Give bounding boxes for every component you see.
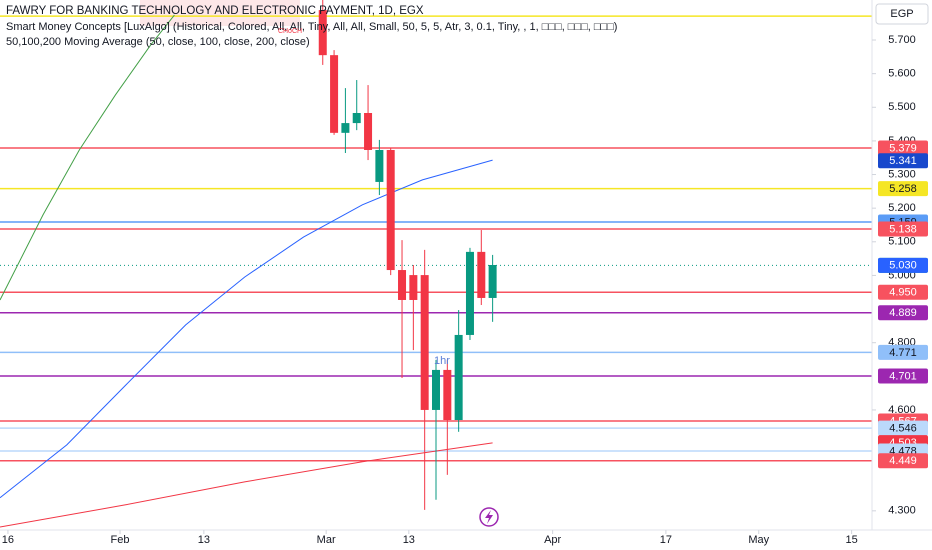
- candle-body: [432, 369, 440, 410]
- price-badge: [878, 305, 928, 321]
- price-badge: [878, 284, 928, 300]
- x-tick-label: 15: [845, 534, 857, 546]
- x-tick-label: 16: [2, 534, 14, 546]
- price-levels: [0, 15, 872, 462]
- price-badge: [878, 420, 928, 436]
- legend-line: Smart Money Concepts [LuxAlgo] (Historic…: [6, 21, 617, 33]
- candle-body: [341, 123, 350, 133]
- price-badge-label: 5.138: [889, 223, 917, 235]
- price-badge-label: 4.546: [889, 423, 917, 435]
- candle-body: [454, 334, 463, 421]
- price-badges: 5.3795.3415.2585.1595.1385.0305.0304.950…: [878, 140, 928, 469]
- y-tick-label: 5.700: [888, 34, 916, 46]
- candle-body: [420, 275, 429, 410]
- event-icon-bolt: [485, 510, 493, 524]
- y-tick-label: 5.600: [888, 68, 916, 80]
- price-badge-label: 5.379: [889, 142, 917, 154]
- y-tick-label: 5.100: [888, 236, 916, 248]
- price-badge: [878, 153, 928, 169]
- price-badge-label: 4.701: [889, 370, 917, 382]
- candle-body: [465, 251, 474, 335]
- moving-average-line: [0, 14, 175, 301]
- price-badge: [878, 181, 928, 197]
- price-badge: [878, 453, 928, 469]
- candle-body: [330, 55, 339, 133]
- currency-label[interactable]: EGP: [890, 8, 913, 20]
- y-tick-label: 5.200: [888, 202, 916, 214]
- legend-line: 50,100,200 Moving Average (50, close, 10…: [6, 36, 310, 48]
- price-badge-label: 4.889: [889, 307, 917, 319]
- x-tick-label: Apr: [544, 534, 561, 546]
- moving-average-line: [0, 442, 493, 528]
- price-badge: [878, 344, 928, 360]
- currency-badge[interactable]: [875, 3, 929, 25]
- price-badge: [878, 257, 928, 273]
- candle-body: [352, 112, 361, 124]
- candle-body: [398, 270, 407, 300]
- price-badge-label: 4.771: [889, 347, 917, 359]
- price-badge: [878, 368, 928, 384]
- price-badge-label: 4.449: [889, 455, 917, 467]
- price-badge-label: 5.030: [889, 260, 917, 272]
- y-tick-label: 4.300: [888, 505, 916, 517]
- x-tick-label: 13: [198, 534, 210, 546]
- x-tick-label: 13: [403, 534, 415, 546]
- candle-body: [386, 149, 395, 271]
- candles: [318, 0, 497, 510]
- x-tick-label: Feb: [111, 534, 130, 546]
- y-tick-label: 5.300: [888, 168, 916, 180]
- price-badge: [878, 140, 928, 156]
- chart-title: FAWRY FOR BANKING TECHNOLOGY AND ELECTRO…: [6, 5, 424, 17]
- annotation: 1hr: [434, 355, 450, 367]
- candle-body: [364, 112, 373, 150]
- x-tick-label: May: [748, 534, 769, 546]
- candle-body: [409, 275, 418, 300]
- candle-body: [443, 369, 452, 421]
- candle-body: [318, 10, 327, 56]
- x-tick-label: Mar: [317, 534, 336, 546]
- price-badge-label: 5.341: [889, 155, 917, 167]
- moving-average-line: [0, 159, 493, 499]
- y-tick-label: 4.600: [888, 404, 916, 416]
- price-badge: [878, 221, 928, 237]
- y-tick-label: 5.500: [888, 101, 916, 113]
- price-badge-label: 5.258: [889, 183, 917, 195]
- candle-body: [488, 265, 497, 298]
- x-tick-label: 17: [660, 534, 672, 546]
- order-block: [140, 0, 300, 26]
- annotation: CHoCH: [278, 28, 302, 35]
- price-badge-label: 4.950: [889, 287, 917, 299]
- moving-averages: [0, 14, 493, 528]
- candle-body: [477, 251, 486, 298]
- candle-body: [375, 149, 384, 182]
